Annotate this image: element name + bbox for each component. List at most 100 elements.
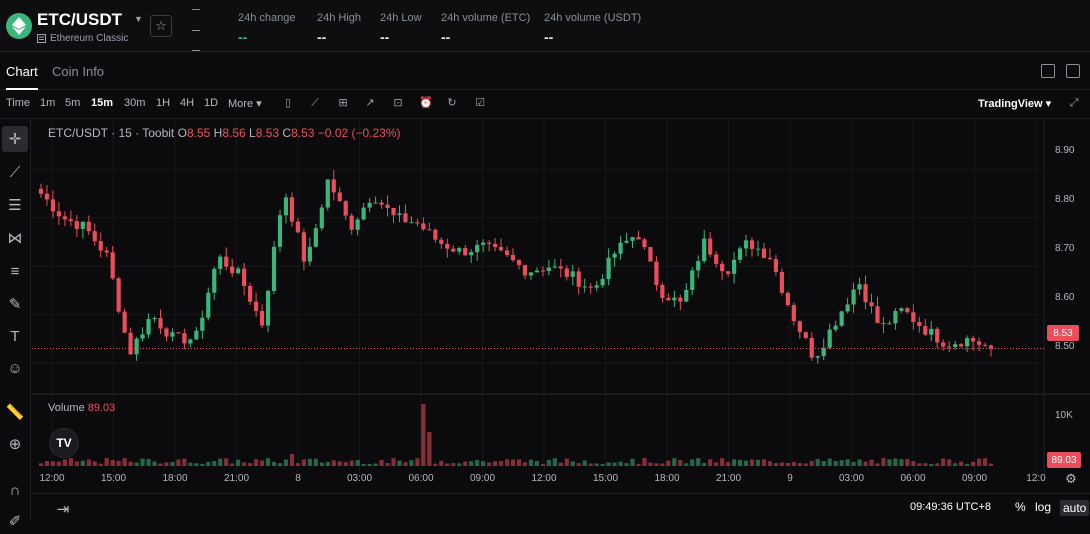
alert-icon[interactable]: ⏰ — [419, 97, 433, 109]
candle-body — [773, 259, 779, 273]
candle-body — [839, 311, 844, 326]
active-tab-indicator — [6, 88, 38, 90]
volume-bar — [236, 459, 241, 466]
order-book-icon[interactable] — [1041, 64, 1055, 78]
replay-icon[interactable]: ↻ — [447, 97, 457, 109]
volume-bar — [385, 462, 390, 466]
candle-body — [152, 318, 157, 320]
candle-body — [630, 237, 635, 241]
fib-icon[interactable]: ≡ — [10, 262, 20, 280]
candle-body — [749, 240, 755, 249]
coin-subtitle: Ethereum Classic — [37, 33, 128, 44]
volume-value: 89.03 — [87, 402, 116, 414]
candle-type-icon[interactable]: ▯ — [284, 97, 292, 109]
candle-body — [522, 265, 528, 276]
text-icon[interactable]: T — [10, 327, 20, 345]
candle-body — [923, 326, 928, 335]
candle-body — [935, 328, 940, 343]
volume-bar — [68, 458, 73, 466]
ruler-icon[interactable]: 📏 — [5, 404, 25, 421]
pair-title[interactable]: ETC/USDT — [37, 10, 122, 29]
tradingview-selector[interactable]: TradingView ▾ — [978, 98, 1052, 110]
candle-body — [606, 257, 611, 280]
etc-logo-icon — [6, 13, 32, 39]
trend-line-icon[interactable]: ⟋ — [9, 163, 21, 181]
volume-bar — [678, 460, 683, 466]
chart-settings-gear-icon[interactable]: ⚙ — [1065, 471, 1077, 486]
ohlc-legend: ETC/USDT · 15 · Toobit O8.55 H8.56 L8.53… — [48, 126, 401, 140]
compare-icon[interactable]: ↗ — [365, 97, 375, 109]
interval-1d[interactable]: 1D — [204, 97, 219, 109]
candle-body — [528, 272, 534, 276]
favorite-star-button[interactable]: ☆ — [150, 15, 172, 37]
x-tick: 15:00 — [592, 473, 619, 484]
interval-5m[interactable]: 5m — [65, 97, 81, 109]
fullscreen-icon[interactable]: ⤢ — [1069, 97, 1079, 109]
volume-bar — [720, 458, 725, 466]
lock-icon[interactable]: ✐ — [8, 513, 22, 530]
interval-more[interactable]: More ▾ — [228, 98, 262, 110]
price-chart[interactable] — [32, 120, 1090, 521]
interval-1m[interactable]: 1m — [40, 97, 56, 109]
emoji-icon[interactable]: ☺ — [7, 359, 23, 377]
interval-4h[interactable]: 4H — [180, 97, 195, 109]
candle-body — [755, 248, 761, 250]
volume-bar — [982, 458, 988, 466]
indicators-icon[interactable]: ⟋ — [311, 97, 319, 109]
legend-open: 8.55 — [186, 126, 211, 140]
tab-coin-info[interactable]: Coin Info — [52, 64, 105, 79]
interval-time[interactable]: Time — [6, 97, 31, 109]
volume-bar — [86, 459, 91, 466]
volume-bar — [815, 458, 820, 466]
candle-body — [731, 259, 737, 274]
candle-body — [301, 232, 306, 262]
pattern-icon[interactable]: ⋈ — [7, 230, 23, 247]
volume-bar — [947, 459, 952, 466]
interval-15m[interactable]: 15m — [91, 97, 114, 109]
layout-icon[interactable] — [1066, 64, 1080, 78]
volume-bar — [176, 459, 181, 466]
candle-body — [941, 342, 946, 347]
volume-bar — [487, 462, 492, 466]
horizontal-lines-icon[interactable]: ☰ — [8, 197, 22, 214]
settings-icon[interactable]: ☑ — [475, 97, 485, 109]
interval-1h[interactable]: 1H — [156, 97, 171, 109]
pair-dropdown-icon[interactable]: ▼ — [134, 14, 143, 24]
screenshot-icon[interactable]: ⊡ — [393, 97, 403, 109]
candle-body — [857, 284, 862, 290]
volume-bar — [779, 462, 784, 466]
volume-bar — [540, 463, 545, 466]
tab-chart[interactable]: Chart — [6, 64, 38, 79]
volume-bar — [343, 462, 348, 466]
volume-bar — [218, 458, 223, 466]
tradingview-logo-icon[interactable]: TV — [49, 428, 79, 458]
interval-30m[interactable]: 30m — [124, 97, 146, 109]
crosshair-icon[interactable]: ✛ — [2, 126, 28, 152]
volume-bar — [361, 463, 366, 466]
candle-body — [319, 207, 324, 229]
volume-bar — [516, 459, 522, 466]
candle-body — [917, 321, 922, 327]
volume-bar — [146, 459, 151, 466]
candle-body — [140, 334, 145, 339]
templates-icon[interactable]: ⊞ — [338, 97, 348, 109]
auto-scale-button[interactable]: auto — [1060, 500, 1090, 516]
candle-body — [56, 211, 62, 217]
candle-body — [779, 272, 784, 293]
x-tick: 06:00 — [408, 473, 434, 484]
volume-bar — [797, 462, 802, 466]
volume-bar — [648, 462, 653, 466]
candle-body — [498, 247, 504, 251]
date-range-icon[interactable]: ⇥ — [56, 501, 70, 518]
candle-body — [391, 207, 396, 215]
volume-bar — [708, 459, 713, 466]
magnet-icon[interactable]: ∩ — [9, 481, 21, 499]
candle-body — [343, 201, 348, 216]
log-scale-button[interactable]: log — [1035, 500, 1052, 514]
volume-bar — [409, 460, 414, 466]
volume-bar — [200, 463, 205, 466]
volume-bar — [988, 463, 994, 466]
percent-scale-button[interactable]: % — [1015, 500, 1026, 514]
zoom-icon[interactable]: ⊕ — [8, 436, 22, 453]
brush-icon[interactable]: ✎ — [8, 296, 22, 313]
